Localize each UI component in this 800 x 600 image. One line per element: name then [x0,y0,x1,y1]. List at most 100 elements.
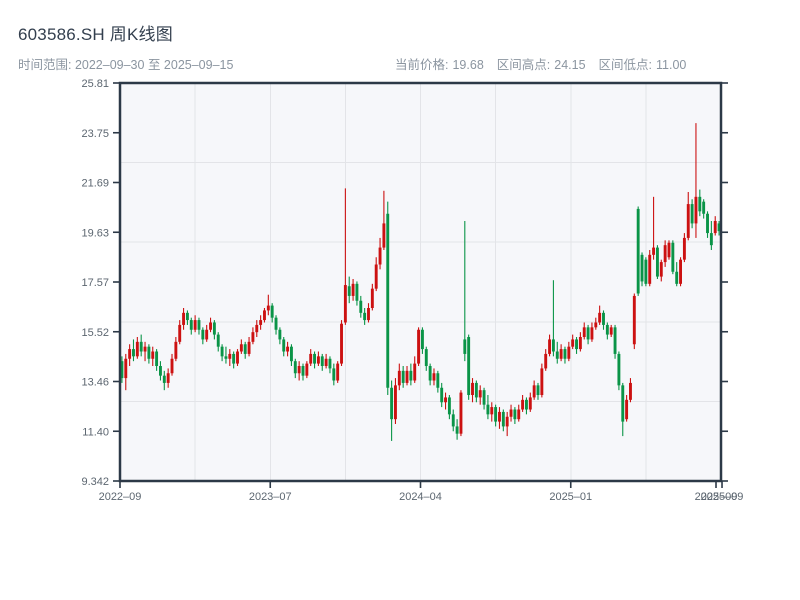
candle-up [174,341,178,359]
y-tick-label: 11.40 [82,426,109,438]
candle-up [305,363,309,376]
candle-down [328,358,332,369]
x-tick-label: 2023–07 [249,491,292,503]
candle-down [717,223,721,232]
candle-up [351,283,355,296]
candle-down [621,385,625,422]
stat-range-high-label: 区间高点: [496,58,551,72]
candle-up [394,385,397,420]
candle-up [679,259,682,284]
candle-up [594,322,598,328]
candle-up [648,254,652,284]
candle-up [259,320,263,325]
candle-down [390,387,394,420]
candle-up [374,264,378,289]
candle-up [286,346,290,352]
y-tick-label: 23.75 [81,128,109,140]
y-tick-label: 19.63 [81,227,109,239]
page-title: 603586.SH 周K线图 [18,25,173,44]
candle-down [706,213,709,234]
candle-down [332,368,336,381]
candle-up [228,353,232,359]
candle-up [166,373,170,383]
candle-up [632,295,636,345]
candle-up [521,399,525,410]
candle-down [536,385,540,396]
candle-down [224,356,228,359]
candle-up [471,382,474,396]
candle-down [185,312,189,321]
candle-down [155,351,159,367]
candle-down [617,353,621,386]
candle-down [212,322,216,335]
candle-up [609,327,613,335]
candle-up [509,409,513,417]
candle-up [540,368,544,396]
candle-up [405,370,409,383]
candle-down [409,370,413,381]
candle-up [397,370,401,386]
candle-up [478,390,482,398]
candle-up [324,358,328,367]
candle-up [340,323,343,364]
candle-up [559,349,563,359]
candle-down [424,349,428,367]
candle-down [501,411,505,427]
candle-down [671,242,675,272]
candle-down [440,387,444,403]
x-tick-label: 2024–04 [399,491,442,503]
price-stats: 当前价格: 19.68 区间高点: 24.15 区间低点: 11.00 [395,54,699,73]
candle-down [289,346,293,362]
candle-down [551,339,555,352]
candle-up [544,353,548,369]
candle-up [571,339,575,347]
candle-up [432,373,436,381]
candle-down [463,339,467,354]
candle-up [367,308,370,321]
candle-down [301,366,305,376]
candle-down [147,346,151,359]
candle-down [636,208,640,294]
candle-down [428,366,432,381]
candle-down [709,233,713,246]
candle-up [694,196,698,224]
candle-up [382,223,386,248]
candle-down [482,390,486,405]
x-tick-label: 2025–09 [695,491,738,503]
candle-down [359,300,363,313]
candle-down [189,320,193,330]
candle-down [232,353,236,364]
candle-down [655,247,659,277]
candle-down [347,286,351,296]
candle-down [159,366,162,376]
candle-up [151,351,155,359]
candle-up [239,344,243,352]
y-tick-label: 13.46 [81,377,109,389]
candle-up [498,411,501,422]
x-tick-label: 2025–01 [549,491,592,503]
candle-up [682,237,686,260]
candle-down [278,329,282,340]
candle-up [528,397,532,410]
candle-down [524,399,528,410]
candle-down [675,271,679,284]
y-tick-label: 17.57 [81,277,109,289]
candle-up [182,312,186,325]
stat-range-high: 区间高点: 24.15 [497,58,586,72]
candle-up [193,320,197,330]
candle-down [613,327,617,354]
x-tick-label: 2025–09 [701,491,744,503]
candle-up [517,409,521,420]
date-range-text: 时间范围: 2022–09–30 至 2025–09–15 [18,58,234,72]
candle-up [297,366,301,374]
candle-down [401,370,405,383]
candle-up [444,397,447,403]
candle-up [251,332,255,342]
candle-down [586,327,590,340]
candle-down [575,339,578,350]
candle-down [644,259,648,284]
candle-down [563,349,567,359]
candle-up [170,358,174,374]
candle-down [467,337,471,396]
